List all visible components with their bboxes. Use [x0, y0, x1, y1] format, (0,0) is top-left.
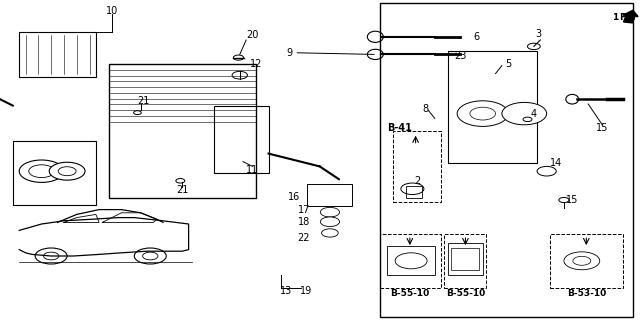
Circle shape [559, 197, 569, 203]
Text: 20: 20 [246, 30, 259, 40]
Text: 9: 9 [287, 48, 292, 58]
Text: 5: 5 [505, 59, 511, 69]
Text: 13: 13 [280, 286, 292, 296]
Text: 14: 14 [550, 158, 563, 168]
Text: FR.: FR. [619, 13, 636, 22]
Bar [13, 141, 96, 205]
Ellipse shape [367, 49, 383, 60]
Bar [444, 234, 486, 288]
Text: B-55-10: B-55-10 [390, 289, 429, 298]
Text: 19: 19 [300, 286, 312, 296]
Text: 11: 11 [246, 164, 259, 175]
Bar [387, 246, 435, 275]
Text: 15: 15 [596, 123, 609, 133]
Bar [307, 184, 351, 206]
Bar [19, 32, 96, 77]
Circle shape [401, 183, 424, 195]
Bar [214, 106, 269, 173]
Circle shape [58, 167, 76, 176]
Circle shape [49, 162, 85, 180]
Bar [109, 64, 256, 198]
Text: 8: 8 [422, 104, 428, 114]
Bar [406, 186, 422, 198]
Circle shape [134, 248, 166, 264]
Ellipse shape [566, 94, 579, 104]
Circle shape [470, 107, 495, 120]
Circle shape [29, 165, 54, 178]
Ellipse shape [367, 31, 383, 43]
Circle shape [44, 252, 59, 260]
Text: 21: 21 [176, 185, 188, 196]
Bar [447, 243, 483, 275]
Text: 15: 15 [566, 195, 579, 205]
Text: 16: 16 [288, 192, 300, 202]
Text: 2: 2 [414, 176, 420, 186]
Bar [447, 51, 537, 163]
Bar [550, 234, 623, 288]
Text: 10: 10 [106, 6, 118, 16]
Bar [451, 248, 479, 270]
Bar [393, 131, 441, 202]
Text: B-55-10: B-55-10 [446, 289, 485, 298]
Circle shape [143, 252, 158, 260]
Circle shape [321, 217, 339, 227]
Circle shape [234, 55, 244, 60]
Circle shape [19, 160, 64, 182]
Circle shape [321, 207, 339, 217]
Bar [380, 234, 441, 288]
Circle shape [35, 248, 67, 264]
Circle shape [523, 117, 532, 122]
Text: 18: 18 [298, 217, 310, 228]
Text: 23: 23 [454, 51, 467, 61]
Text: B-53-10: B-53-10 [566, 289, 606, 298]
Text: 17: 17 [298, 204, 310, 215]
Circle shape [232, 71, 248, 79]
Circle shape [457, 101, 508, 126]
Text: 4: 4 [531, 108, 537, 119]
Circle shape [573, 256, 591, 265]
Text: 3: 3 [535, 28, 541, 39]
FancyArrow shape [623, 10, 638, 23]
Text: 1: 1 [612, 13, 618, 22]
Text: 12: 12 [250, 59, 262, 69]
Circle shape [176, 179, 185, 183]
Text: 6: 6 [473, 32, 479, 42]
Text: 22: 22 [298, 233, 310, 244]
Text: 21: 21 [138, 96, 150, 106]
Circle shape [564, 252, 600, 270]
Circle shape [502, 102, 547, 125]
Circle shape [527, 43, 540, 50]
Circle shape [322, 229, 338, 237]
Text: B-41: B-41 [387, 123, 412, 133]
Circle shape [134, 111, 141, 115]
Circle shape [537, 166, 556, 176]
Circle shape [395, 253, 427, 269]
